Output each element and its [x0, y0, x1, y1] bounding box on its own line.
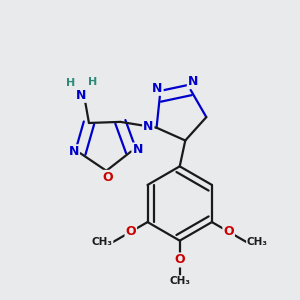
- Text: N: N: [133, 143, 143, 156]
- Text: H: H: [67, 78, 76, 88]
- Text: O: O: [103, 171, 113, 184]
- Text: N: N: [76, 89, 87, 102]
- Text: H: H: [88, 77, 98, 87]
- Text: CH₃: CH₃: [92, 237, 113, 247]
- Text: CH₃: CH₃: [169, 276, 190, 286]
- Text: CH₃: CH₃: [247, 237, 268, 247]
- Text: N: N: [152, 82, 163, 94]
- Text: O: O: [174, 254, 185, 266]
- Text: O: O: [223, 225, 234, 238]
- Text: N: N: [69, 145, 79, 158]
- Text: N: N: [188, 75, 198, 88]
- Text: O: O: [125, 225, 136, 238]
- Text: N: N: [143, 120, 153, 133]
